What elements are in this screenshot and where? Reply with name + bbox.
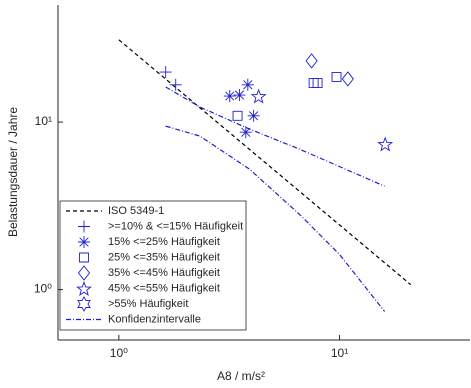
legend-swatch [78, 220, 90, 233]
marker [331, 71, 342, 82]
legend [59, 200, 247, 331]
marker [377, 136, 394, 152]
marker [312, 78, 323, 89]
legend-label: >55% Häufigkeit [108, 298, 188, 310]
marker [241, 78, 254, 91]
marker [159, 66, 172, 79]
legend-swatch [76, 280, 92, 297]
legend-label: ISO 5349-1 [108, 205, 164, 217]
y-axis-label: Belastungsdauer / Jahre [6, 107, 20, 237]
legend-swatch [77, 265, 91, 281]
x-axis-label: A8 / m/s² [217, 369, 265, 383]
line [165, 125, 386, 312]
line [118, 39, 412, 286]
line [165, 86, 385, 187]
marker [341, 71, 354, 87]
y-tick-label: 10⁰ [34, 282, 52, 296]
x-tick-label: 10¹ [331, 346, 348, 360]
marker [305, 53, 318, 69]
marker [169, 78, 182, 91]
legend-label: 45% <=55% Häufigkeit [108, 282, 220, 294]
legend-swatch [77, 296, 91, 312]
legend-swatch [78, 236, 90, 248]
marker [223, 90, 236, 103]
x-tick-label: 10⁰ [110, 346, 128, 360]
marker [239, 126, 252, 139]
marker [250, 88, 267, 104]
marker [233, 89, 246, 102]
legend-label: >=10% & <=15% Häufigkeit [108, 220, 243, 232]
marker [308, 78, 319, 89]
legend-label: 25% <=35% Häufigkeit [108, 251, 220, 263]
legend-label: 15% <=25% Häufigkeit [108, 236, 220, 248]
legend-label: 35% <=45% Häufigkeit [108, 267, 220, 279]
legend-label: Konfidenzintervalle [108, 313, 201, 325]
y-tick-label: 10¹ [35, 114, 52, 128]
marker [247, 109, 260, 122]
marker [232, 110, 243, 121]
legend-swatch [79, 252, 89, 263]
